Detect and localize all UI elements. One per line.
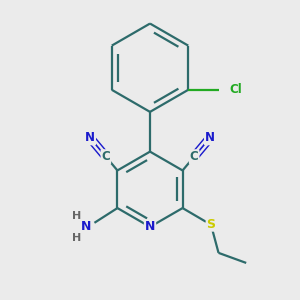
Text: N: N bbox=[81, 220, 92, 232]
Text: C: C bbox=[101, 150, 110, 163]
Text: H: H bbox=[72, 211, 81, 221]
Text: N: N bbox=[145, 220, 155, 233]
Text: H: H bbox=[72, 232, 81, 242]
Text: N: N bbox=[205, 131, 215, 144]
Text: C: C bbox=[190, 150, 199, 163]
Text: S: S bbox=[206, 218, 215, 231]
Text: Cl: Cl bbox=[229, 83, 242, 96]
Text: N: N bbox=[85, 131, 95, 144]
